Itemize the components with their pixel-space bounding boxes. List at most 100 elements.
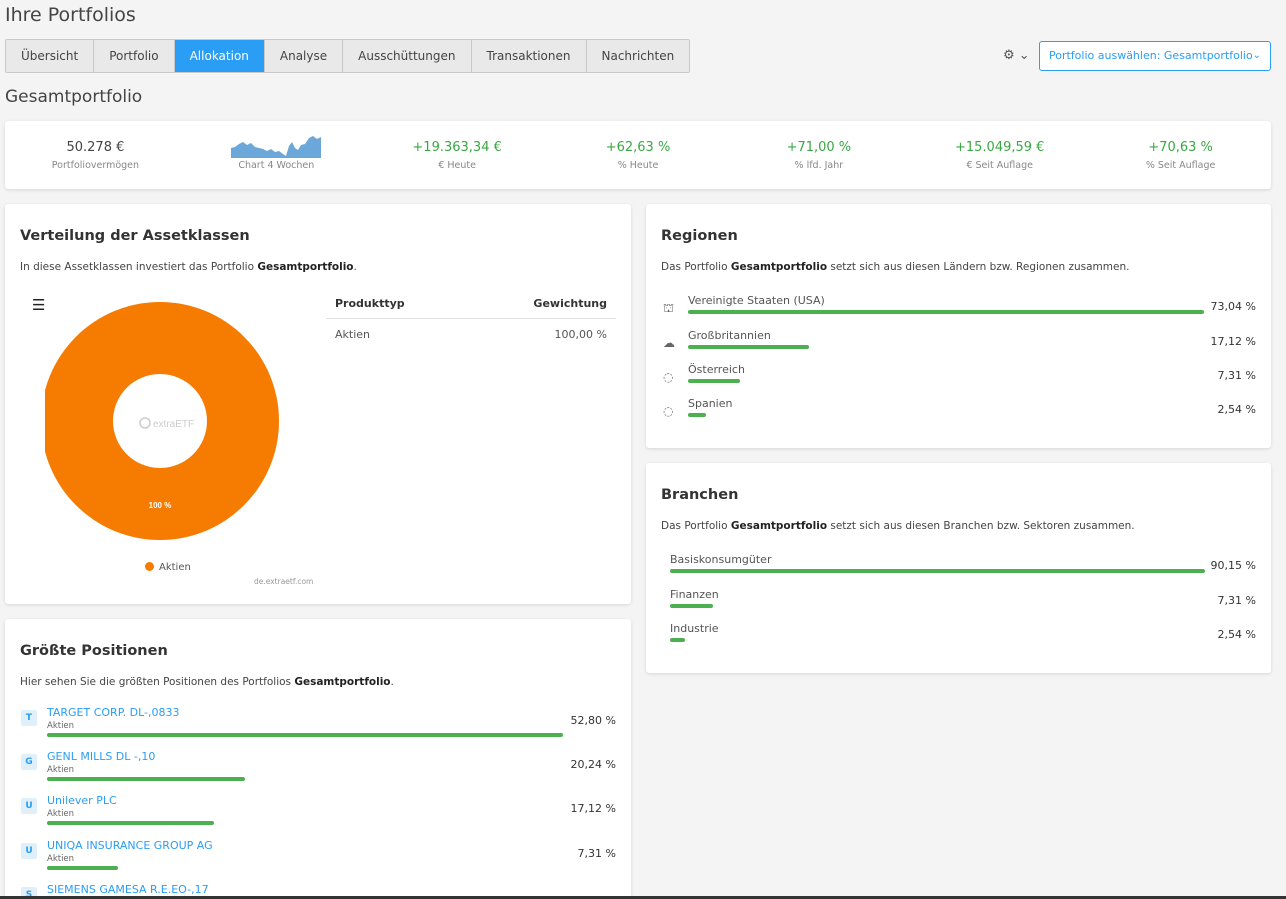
card-description: In diese Assetklassen investiert das Por… (20, 261, 357, 273)
tab-allokation[interactable]: Allokation (174, 40, 265, 72)
hamburger-menu-icon[interactable]: ☰ (32, 296, 46, 314)
stat-value: +62,63 % (605, 140, 671, 155)
position-pct: 20,24 % (570, 758, 616, 771)
stat-prozent-seit-auflage: +70,63 % % Seit Auflage (1090, 121, 1271, 189)
card-title: Branchen (661, 487, 739, 503)
stat-value: +70,63 % (1148, 140, 1213, 155)
stat-value: 50.278 € (66, 140, 125, 155)
position-bar (47, 821, 215, 825)
position-logo: U (21, 798, 37, 814)
region-row-uk: ☁ Großbritannien 17,12 % (661, 329, 1256, 359)
branche-pct: 7,31 % (1217, 594, 1256, 607)
position-pct: 7,31 % (577, 847, 616, 860)
position-name-link[interactable]: SIEMENS GAMESA R.E.EO-,17 (47, 883, 209, 896)
region-pct: 7,31 % (1217, 369, 1256, 382)
position-pct: 52,80 % (570, 714, 616, 727)
branche-pct: 2,54 % (1217, 628, 1256, 641)
chart-credit: de.extraetf.com (254, 577, 314, 586)
tab-ausschuettungen[interactable]: Ausschüttungen (343, 40, 472, 72)
branche-bar (670, 638, 686, 642)
region-bar (688, 310, 1205, 314)
column-header-produkttyp: Produkttyp (335, 297, 405, 310)
branchen-card: Branchen Das Portfolio Gesamtportfolio s… (646, 463, 1271, 673)
stat-label: € Heute (438, 160, 476, 171)
position-bar (47, 866, 119, 870)
branche-pct: 90,15 % (1210, 559, 1256, 572)
branche-bar (670, 569, 1205, 573)
assetklassen-card: Verteilung der Assetklassen In diese Ass… (5, 204, 631, 604)
window-bottom-edge (0, 896, 1286, 899)
tab-portfolio[interactable]: Portfolio (94, 40, 175, 72)
region-name: Vereinigte Staaten (USA) (688, 294, 825, 307)
legend-item-aktien[interactable]: Aktien (145, 562, 191, 573)
donut-hole (113, 374, 207, 468)
stat-label: Portfoliovermögen (51, 160, 140, 171)
legend-dot (145, 562, 154, 571)
position-bar (47, 777, 245, 781)
position-logo: U (21, 843, 37, 859)
card-description: Das Portfolio Gesamtportfolio setzt sich… (661, 261, 1130, 273)
tab-nachrichten[interactable]: Nachrichten (601, 49, 675, 63)
stat-euro-heute: +19.363,34 € € Heute (367, 121, 548, 189)
position-type: Aktien (47, 765, 75, 775)
svg-text:extraETF: extraETF (153, 419, 194, 430)
branche-row: Finanzen 7,31 % (661, 588, 1256, 618)
position-name-link[interactable]: GENL MILLS DL -,10 (47, 750, 156, 763)
branche-name: Basiskonsumgüter (670, 553, 772, 566)
chevron-down-icon: ⌄ (1014, 48, 1030, 63)
region-name: Österreich (688, 363, 745, 376)
position-row: G GENL MILLS DL -,10 Aktien 20,24 % (20, 750, 616, 790)
position-name-link[interactable]: TARGET CORP. DL-,0833 (47, 706, 180, 719)
stats-bar: 50.278 € Portfoliovermögen Chart 4 Woche… (5, 121, 1271, 189)
position-name-link[interactable]: Unilever PLC (47, 794, 117, 807)
stat-label: % Seit Auflage (1145, 160, 1216, 171)
chevron-down-icon: ⌄ (1252, 50, 1261, 61)
tab-transaktionen[interactable]: Transaktionen (472, 40, 587, 72)
region-pct: 17,12 % (1210, 335, 1256, 348)
card-title: Regionen (661, 228, 738, 244)
card-title: Verteilung der Assetklassen (20, 228, 250, 244)
cell-produkttyp: Aktien (335, 328, 371, 341)
region-name: Großbritannien (688, 329, 771, 342)
austria-map-icon: ◌ (663, 370, 674, 384)
tab-uebersicht[interactable]: Übersicht (6, 40, 95, 72)
position-logo: G (21, 754, 37, 770)
uk-map-icon: ☁ (663, 336, 675, 350)
stat-label: € Seit Auflage (966, 160, 1033, 171)
position-name-link[interactable]: UNIQA INSURANCE GROUP AG (47, 839, 213, 852)
donut-chart: extraETF 100 % (45, 302, 279, 540)
gear-icon: ⚙ (1003, 48, 1015, 63)
slice-label: 100 % (149, 501, 172, 510)
stat-prozent-heute: +62,63 % % Heute (548, 121, 729, 189)
table-row: Aktien 100,00 % (326, 319, 616, 350)
stat-value: +19.363,34 € (412, 140, 502, 155)
page-title: Ihre Portfolios (5, 4, 136, 26)
stat-portfoliovermoegen: 50.278 € Portfoliovermögen (5, 121, 186, 189)
tab-analyse[interactable]: Analyse (265, 40, 344, 72)
regionen-card: Regionen Das Portfolio Gesamtportfolio s… (646, 204, 1271, 448)
card-description: Hier sehen Sie die größten Positionen de… (20, 676, 394, 688)
cell-gewichtung: 100,00 % (554, 328, 607, 341)
stat-label: % lfd. Jahr (794, 160, 844, 171)
portfolio-select[interactable]: Portfolio auswählen: Gesamtportfolio ⌄ (1039, 41, 1271, 71)
stat-label: % Heute (617, 160, 659, 171)
position-pct: 17,12 % (570, 802, 616, 815)
card-description: Das Portfolio Gesamtportfolio setzt sich… (661, 520, 1135, 532)
produkttyp-table: Produkttyp Gewichtung Aktien 100,00 % (326, 289, 616, 350)
position-bar (47, 733, 564, 737)
position-row: U Unilever PLC Aktien 17,12 % (20, 794, 616, 834)
settings-dropdown[interactable]: ⚙ ⌄ (1003, 48, 1030, 63)
branche-name: Industrie (670, 622, 719, 635)
usa-map-icon: ⛫ (663, 301, 675, 315)
region-row-usa: ⛫ Vereinigte Staaten (USA) 73,04 % (661, 294, 1256, 324)
region-bar (688, 345, 810, 349)
stat-chart-4-wochen[interactable]: Chart 4 Wochen (186, 121, 367, 189)
position-type: Aktien (47, 721, 75, 731)
branche-bar (670, 604, 714, 608)
region-row-oesterreich: ◌ Österreich 7,31 % (661, 363, 1256, 393)
sparkline-chart (231, 136, 322, 158)
branche-row: Industrie 2,54 % (661, 622, 1256, 652)
stat-euro-seit-auflage: +15.049,59 € € Seit Auflage (909, 121, 1090, 189)
branche-name: Finanzen (670, 588, 719, 601)
tab-bar: Übersicht Portfolio Allokation Analyse A… (5, 39, 691, 73)
